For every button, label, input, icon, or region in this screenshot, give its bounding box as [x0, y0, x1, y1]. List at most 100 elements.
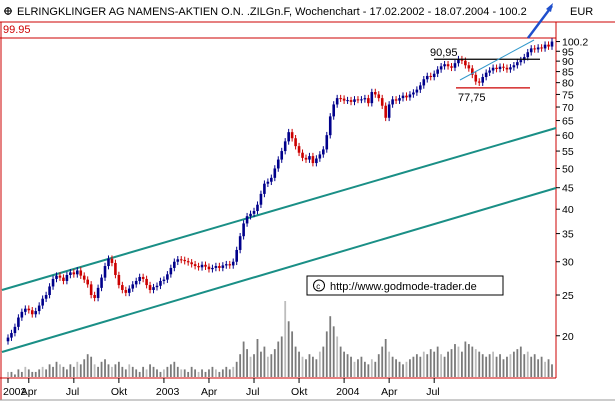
volume-bar — [121, 366, 124, 377]
candle-body — [477, 81, 481, 83]
watermark: c http://www.godmode-trader.de — [306, 275, 504, 296]
volume-bar — [481, 354, 484, 377]
candle-body — [495, 67, 498, 70]
candle-body — [127, 288, 131, 293]
candle-body — [152, 287, 155, 290]
candle-body — [498, 66, 502, 70]
volume-bar — [405, 361, 408, 377]
candle-body — [349, 100, 353, 102]
volume-bar — [512, 351, 515, 377]
candle-body — [387, 104, 391, 118]
y-tick-label: 80 — [562, 78, 574, 90]
candle-body — [173, 261, 176, 268]
svg-text:c: c — [316, 282, 320, 291]
y-tick-label: 95 — [562, 46, 574, 58]
candle-body — [44, 295, 48, 299]
volume-bar — [246, 349, 248, 377]
volume-bar — [266, 356, 269, 377]
volume-bar — [152, 366, 155, 377]
volume-bar — [277, 341, 280, 377]
volume-bar — [124, 369, 127, 377]
candle-body — [6, 337, 10, 342]
volume-bar — [270, 354, 273, 377]
candle-body — [110, 258, 114, 263]
volume-bar — [253, 354, 255, 377]
candle-body — [443, 64, 446, 67]
x-tick-label: Apr — [381, 386, 398, 398]
candle-body — [377, 94, 381, 99]
candle-body — [41, 298, 44, 306]
candle-body — [550, 41, 554, 47]
volume-bar — [474, 349, 477, 377]
volume-bar — [287, 321, 290, 377]
volume-bar — [228, 369, 231, 377]
candle-body — [231, 261, 235, 266]
chart-frame — [0, 21, 615, 401]
candle-body — [526, 52, 530, 58]
candle-body — [37, 305, 41, 312]
candle-body — [114, 262, 117, 275]
volume-bar — [357, 359, 359, 377]
volume-bar — [478, 351, 481, 377]
candle-body — [176, 259, 180, 262]
candle-body — [228, 264, 232, 266]
candle-body — [145, 278, 148, 286]
resistance-label: 90,95 — [430, 47, 458, 59]
candle-body — [266, 181, 270, 184]
y-tick-label: 50 — [562, 163, 574, 175]
volume-bar — [66, 369, 68, 377]
candle-body — [415, 89, 419, 93]
candle-body — [339, 98, 342, 100]
candle-body — [304, 157, 308, 160]
volume-bar — [551, 364, 553, 377]
volume-bar — [41, 366, 44, 377]
watermark-url: http://www.godmode-trader.de — [330, 281, 477, 293]
candle-body — [429, 75, 433, 78]
volume-bar — [201, 369, 203, 377]
channel-upper-line — [1, 127, 557, 291]
volume-bar — [10, 371, 13, 377]
candle-body — [471, 68, 474, 75]
volume-bar — [242, 341, 245, 377]
volume-bar — [249, 356, 252, 377]
candle-body — [214, 266, 218, 268]
volume-bar — [388, 351, 391, 377]
candle-body — [425, 75, 429, 80]
candle-body — [245, 216, 249, 224]
volume-bar — [402, 364, 404, 377]
candle-body — [89, 284, 93, 296]
candle-body — [24, 308, 27, 312]
volume-bar — [530, 356, 533, 377]
candle-body — [308, 156, 311, 160]
volume-bar — [467, 344, 470, 377]
candle-body — [221, 265, 225, 268]
volume-bar — [225, 366, 228, 377]
y-tick-label: 85 — [562, 67, 574, 79]
candle-body — [235, 249, 238, 262]
candle-body — [543, 44, 547, 49]
candle-body — [30, 310, 34, 315]
y-tick-label: 100.2 — [562, 37, 588, 49]
volume-bar — [69, 364, 72, 377]
candle-body — [17, 317, 20, 327]
candle-body — [287, 132, 290, 142]
candle-body — [290, 132, 294, 139]
candle-body — [179, 259, 183, 261]
candle-body — [405, 95, 408, 98]
candle-body — [384, 105, 387, 118]
volume-bar — [516, 349, 519, 377]
volume-bar — [443, 356, 446, 377]
volume-bar — [547, 359, 550, 377]
candle-body — [453, 63, 457, 68]
candle-body — [276, 159, 280, 169]
candle-body — [13, 326, 17, 334]
candle-body — [394, 99, 398, 101]
candle-body — [10, 333, 13, 338]
currency-label: EUR — [570, 6, 593, 18]
candle-body — [540, 47, 543, 49]
volume-bar — [377, 354, 380, 377]
candle-body — [190, 262, 193, 265]
candle-body — [412, 92, 415, 95]
